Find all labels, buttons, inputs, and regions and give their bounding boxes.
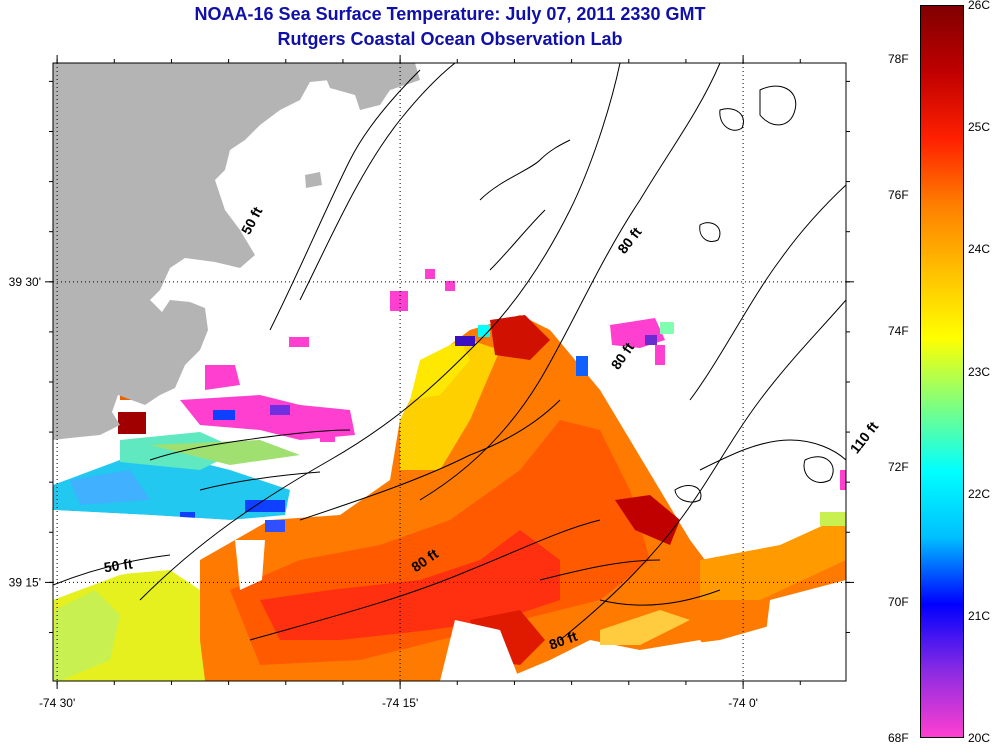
contour-label: 50 ft [238, 204, 266, 237]
sst-map: -74 30'-74 15'-74 0'-73 45' 39 30'39 15'… [0, 0, 880, 754]
temperature-colorbar [920, 5, 964, 738]
x-tick-label: -74 0' [728, 696, 758, 710]
y-axis-labels: 39 30' 39 15' [9, 275, 41, 590]
y-tick-label: 39 15' [9, 575, 41, 589]
colorbar-celsius-label: 26C [968, 0, 990, 12]
colorbar-fahrenheit-label: 70F [888, 595, 914, 609]
colorbar-celsius-label: 20C [968, 731, 990, 745]
colorbar-celsius-label: 25C [968, 120, 990, 134]
colorbar-celsius-label: 23C [968, 365, 990, 379]
contour-label: 110 ft [847, 418, 880, 456]
colorbar-fahrenheit-label: 78F [888, 52, 914, 66]
x-axis-labels: -74 30'-74 15'-74 0'-73 45' [39, 696, 880, 710]
colorbar-celsius-label: 24C [968, 242, 990, 256]
colorbar-celsius-label: 22C [968, 487, 990, 501]
y-tick-label: 39 30' [9, 275, 41, 289]
x-tick-label: -74 30' [39, 696, 75, 710]
colorbar-fahrenheit-label: 68F [888, 731, 914, 745]
land-mass [53, 63, 330, 440]
colorbar-celsius-label: 21C [968, 609, 990, 623]
contour-label: 80 ft [614, 224, 645, 257]
colorbar-fahrenheit-label: 74F [888, 324, 914, 338]
colorbar-fahrenheit-label: 76F [888, 188, 914, 202]
x-tick-label: -74 15' [382, 696, 418, 710]
colorbar-fahrenheit-label: 72F [888, 460, 914, 474]
